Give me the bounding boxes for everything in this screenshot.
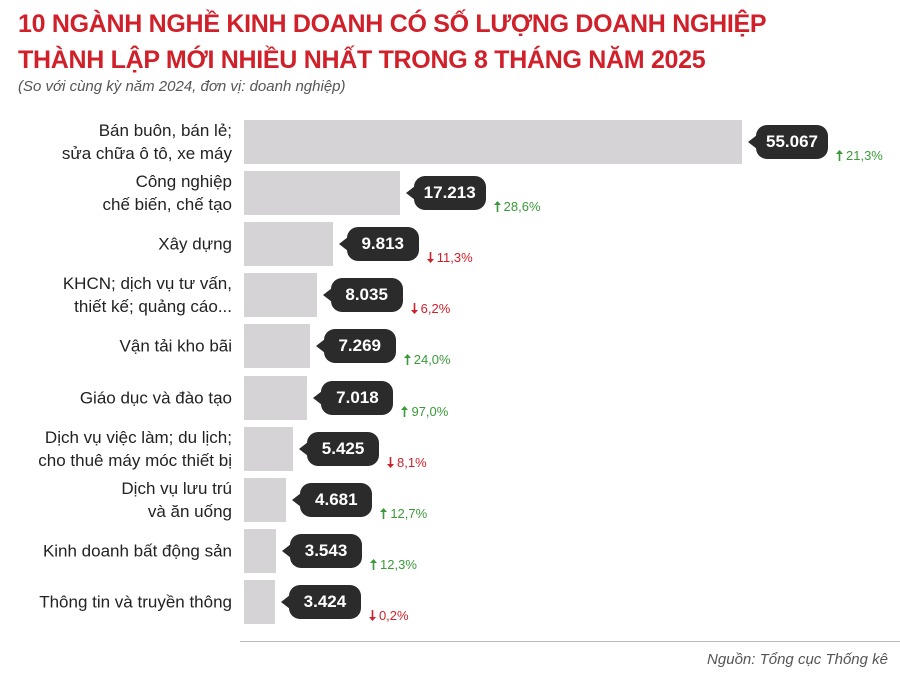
change-text: 97,0% xyxy=(411,403,449,419)
value-label: 8.035 xyxy=(322,278,403,313)
change-label: 12,3% xyxy=(370,557,417,572)
bar xyxy=(244,324,310,369)
bar xyxy=(244,477,287,522)
category-label: KHCN; dịch vụ tư vấn, thiết kế; quảng cá… xyxy=(62,274,232,317)
source-note: Nguồn: Tổng cục Thống kê xyxy=(707,651,888,668)
value-label: 7.269 xyxy=(315,329,396,364)
change-arrow xyxy=(403,354,411,366)
category-label: Vận tải kho bãi xyxy=(119,336,232,356)
change-arrow xyxy=(387,456,395,468)
arrow-shape xyxy=(403,354,411,366)
change-text: 0,2% xyxy=(378,607,409,623)
bar xyxy=(244,579,275,624)
arrow-shape xyxy=(493,201,501,213)
arrow-shape xyxy=(426,252,434,264)
bar xyxy=(244,222,333,267)
value-label: 55.067 xyxy=(748,125,828,159)
value-label: 4.681 xyxy=(292,482,373,517)
category-label: Dịch vụ việc làm; du lịch; cho thuê máy … xyxy=(38,427,232,470)
change-arrow xyxy=(380,507,388,519)
chart-title: 10 NGÀNH NGHỀ KINH DOANH CÓ SỐ LƯỢNG DOA… xyxy=(18,10,767,74)
category-label: Giáo dục và đào tạo xyxy=(79,388,232,407)
category-label: Bán buôn, bán lẻ; sửa chữa ô tô, xe máy xyxy=(61,121,232,163)
arrow-shape xyxy=(401,405,409,417)
change-arrow xyxy=(426,252,434,264)
bar xyxy=(244,273,317,318)
change-text: 24,0% xyxy=(413,352,451,368)
change-label: 8,1% xyxy=(387,455,427,470)
change-text: 8,1% xyxy=(397,454,427,470)
change-text: 11,3% xyxy=(436,250,473,266)
value-label: 3.424 xyxy=(280,584,361,619)
change-arrow xyxy=(836,150,843,161)
category-label: Xây dựng xyxy=(158,234,232,254)
change-arrow xyxy=(493,201,501,213)
change-text: 28,6% xyxy=(503,199,541,215)
arrow-shape xyxy=(387,456,395,468)
change-text: 12,7% xyxy=(390,505,428,521)
change-label: 12,7% xyxy=(380,506,427,521)
value-label: 17.213 xyxy=(405,176,486,211)
chart-subtitle: (So với cùng kỳ năm 2024, đơn vị: doanh … xyxy=(18,78,346,95)
change-text: 21,3% xyxy=(846,148,883,163)
category-label: Công nghiệp chế biến, chế tạo xyxy=(102,172,232,215)
change-arrow xyxy=(368,609,376,621)
change-arrow xyxy=(370,558,378,570)
arrow-shape xyxy=(368,609,376,621)
category-label: Dịch vụ lưu trú và ăn uống xyxy=(121,478,232,521)
arrow-shape xyxy=(836,150,843,161)
arrow-shape xyxy=(410,303,418,315)
change-label: 6,2% xyxy=(410,301,451,317)
bar xyxy=(244,528,277,573)
category-label: Thông tin và truyền thông xyxy=(39,592,232,612)
value-label: 9.813 xyxy=(338,227,419,262)
change-label: 97,0% xyxy=(401,404,448,419)
bar xyxy=(244,375,308,420)
change-label: 24,0% xyxy=(403,352,451,368)
bar xyxy=(244,171,400,216)
change-label: 28,6% xyxy=(493,199,541,215)
arrow-shape xyxy=(370,558,378,570)
bar xyxy=(244,120,742,164)
bar xyxy=(244,426,294,471)
change-text: 6,2% xyxy=(420,301,451,317)
change-label: 0,2% xyxy=(368,607,409,623)
value-label: 7.018 xyxy=(313,380,394,415)
change-arrow xyxy=(410,303,418,315)
change-label: 11,3% xyxy=(426,250,473,266)
change-text: 12,3% xyxy=(380,556,417,572)
category-label: Kinh doanh bất động sản xyxy=(42,541,232,561)
change-arrow xyxy=(401,405,409,417)
baseline xyxy=(240,641,900,642)
change-label: 21,3% xyxy=(836,148,883,163)
value-label: 3.543 xyxy=(282,533,363,568)
value-label: 5.425 xyxy=(299,431,380,466)
arrow-shape xyxy=(380,507,388,519)
